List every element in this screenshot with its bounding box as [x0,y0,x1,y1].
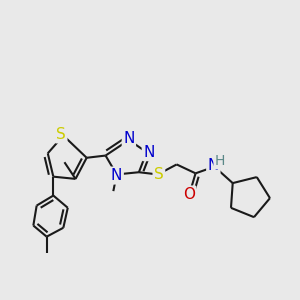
Text: S: S [56,127,66,142]
Text: N: N [111,168,122,183]
Text: H: H [215,154,225,168]
Text: N: N [143,145,154,160]
Text: O: O [183,187,195,202]
Text: S: S [154,167,164,182]
Text: N: N [208,158,219,173]
Text: N: N [123,131,135,146]
